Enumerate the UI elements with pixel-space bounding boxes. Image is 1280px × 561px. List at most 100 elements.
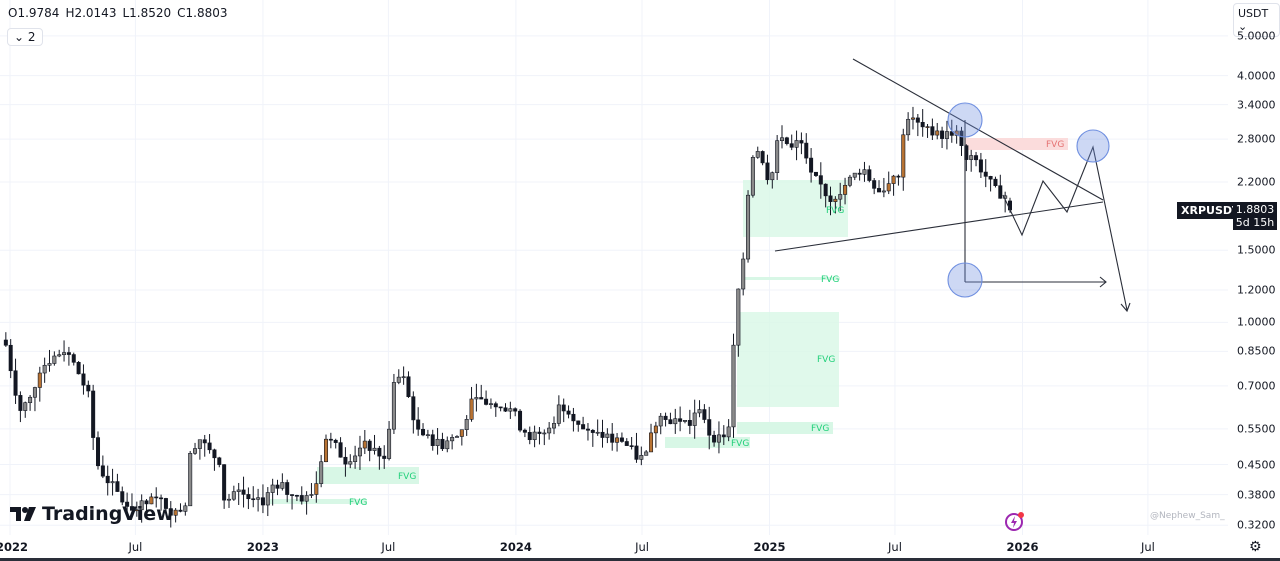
candle-body [663, 415, 668, 420]
price-tick-label: 5.0000 [1237, 29, 1276, 43]
candle-body [823, 183, 828, 197]
candle-body [935, 130, 940, 136]
candle-body [37, 372, 42, 388]
candle [96, 431, 101, 470]
fvg-zone[interactable] [317, 467, 419, 484]
candle [372, 434, 377, 455]
candle-body [891, 175, 896, 184]
price-tick-label: 0.7000 [1237, 379, 1276, 393]
candle-body [527, 432, 532, 441]
candle-body [324, 438, 329, 463]
fvg-zone[interactable] [745, 277, 840, 280]
indicators-toggle-button[interactable]: ⌄ 2 [7, 28, 43, 46]
ascending-trendline[interactable] [774, 201, 1104, 252]
candle-body [338, 442, 343, 458]
candle [115, 473, 120, 492]
settings-gear-icon[interactable]: ⚙ [1249, 539, 1262, 555]
candle-body [425, 434, 430, 436]
chevron-down-icon: ⌄ [1238, 20, 1248, 33]
candle [188, 450, 193, 507]
candle [547, 422, 552, 440]
horizontal-arrow[interactable] [965, 276, 1107, 288]
highlight-circle[interactable] [1076, 129, 1110, 163]
candle-body [251, 498, 256, 501]
candle [125, 492, 130, 518]
projection-path[interactable] [1002, 145, 1131, 313]
currency-select[interactable]: USDT ⌄ [1233, 3, 1280, 37]
candle-body [391, 382, 396, 430]
drawings[interactable] [774, 58, 1131, 313]
candle-body [585, 428, 590, 431]
candle [178, 503, 183, 513]
candle-body [615, 437, 620, 443]
candle-body [561, 404, 566, 412]
candle [440, 432, 445, 452]
tradingview-logo[interactable]: TradingView [10, 503, 174, 525]
candle-body [396, 376, 401, 383]
candle [823, 183, 828, 208]
candle-body [910, 117, 915, 120]
candle [62, 340, 67, 362]
candle [154, 487, 159, 508]
candle [765, 154, 770, 185]
fvg-label: FVG [398, 472, 416, 482]
fvg-zone[interactable] [665, 437, 750, 448]
candle [450, 434, 455, 450]
candle-body [416, 419, 421, 430]
candle [668, 412, 673, 425]
ohlc-legend: O1.9784 H2.0143 L1.8520 C1.8803 [8, 6, 234, 20]
candle-body [52, 355, 57, 364]
candle-body [159, 497, 164, 500]
candle [479, 384, 484, 400]
candle [969, 149, 974, 172]
candle-body [362, 440, 367, 449]
candle [71, 352, 76, 366]
flash-icon[interactable] [1004, 511, 1026, 533]
candle [81, 364, 86, 395]
candle [57, 349, 62, 358]
candle [634, 432, 639, 463]
candle-body [275, 484, 280, 489]
candle-body [547, 427, 552, 434]
fvg-zone[interactable] [737, 422, 833, 434]
descending-trendline[interactable] [852, 58, 1104, 201]
candle [843, 177, 848, 205]
candle-body [930, 126, 935, 136]
fvg-label: FVG [349, 498, 367, 508]
candle [784, 136, 789, 146]
candle-body [285, 482, 290, 495]
candle [120, 486, 125, 506]
candle-body [522, 429, 527, 433]
candle [581, 416, 586, 430]
candle-body [649, 432, 654, 453]
candle-body [217, 457, 222, 465]
candle-body [105, 475, 110, 484]
highlight-circle[interactable] [947, 102, 983, 138]
highlight-circle[interactable] [947, 262, 983, 298]
candle [828, 186, 833, 216]
fvg-zone[interactable] [737, 312, 839, 407]
candle [712, 430, 717, 447]
candle-body [581, 424, 586, 430]
candle [454, 435, 459, 438]
candle [144, 498, 149, 516]
candle [818, 162, 823, 199]
candle-body [445, 440, 450, 450]
candle-body [692, 412, 697, 426]
candle [236, 482, 241, 506]
candle [585, 423, 590, 441]
candle [867, 165, 872, 183]
fvg-zone[interactable] [270, 499, 367, 504]
candle [721, 425, 726, 446]
candle-body [100, 465, 105, 477]
candle [920, 109, 925, 137]
candle-body [750, 157, 755, 196]
candle [886, 171, 891, 195]
price-tick-label: 0.8500 [1237, 344, 1276, 358]
candle [877, 180, 882, 193]
candle [168, 501, 173, 528]
time-tick-label: Jul [381, 540, 396, 554]
candle [343, 447, 348, 477]
fvg-zone-bearish[interactable] [965, 138, 1068, 150]
